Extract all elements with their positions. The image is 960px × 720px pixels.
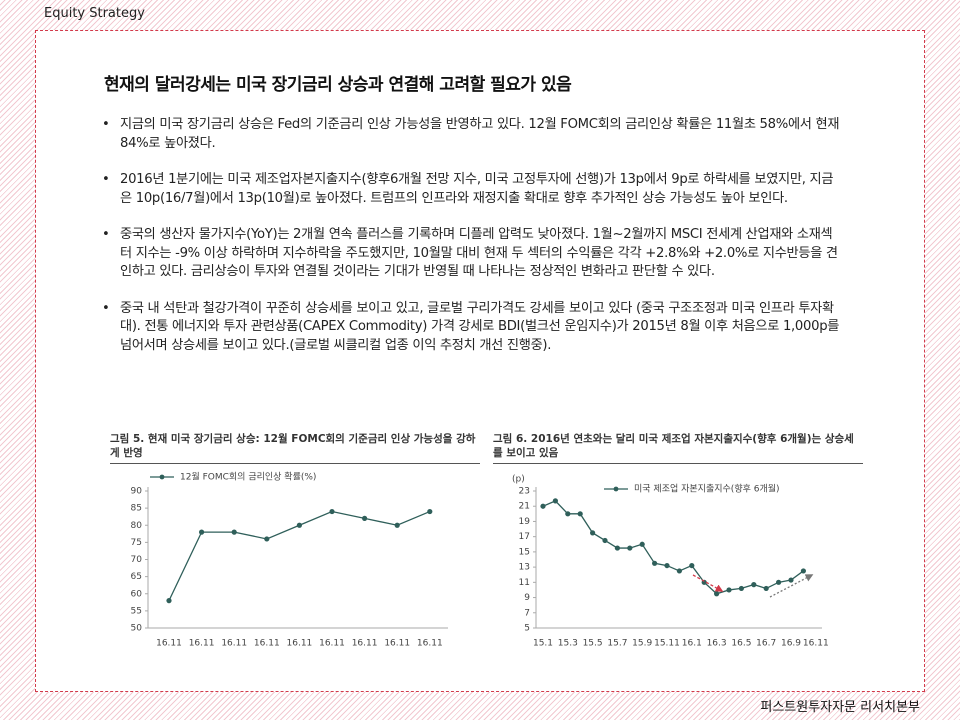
data-point xyxy=(166,598,172,604)
data-point xyxy=(726,587,732,593)
data-line xyxy=(542,500,804,595)
data-point xyxy=(552,498,559,504)
y-tick-label: 19 xyxy=(519,517,531,527)
y-tick-label: 65 xyxy=(131,572,142,582)
y-tick-label: 11 xyxy=(519,578,530,588)
x-tick-label: 15.1 xyxy=(533,639,553,649)
trend-arrow xyxy=(692,574,724,592)
x-tick-label: 15.11 xyxy=(654,639,680,649)
data-point xyxy=(788,577,794,583)
legend-marker xyxy=(613,486,619,492)
x-tick-label: 15.7 xyxy=(607,639,627,649)
y-unit: (p) xyxy=(512,475,525,485)
bullet-list: 지금의 미국 장기금리 상승은 Fed의 기준금리 인상 가능성을 반영하고 있… xyxy=(102,116,844,373)
figure-caption: 그림 5. 현재 미국 장기금리 상승: 12월 FOMC회의 기준금리 인상 … xyxy=(110,432,480,464)
legend-label: 미국 제조업 자본지출지수(향후 6개월) xyxy=(634,483,780,495)
y-tick-label: 15 xyxy=(519,547,530,557)
x-tick-label: 16.7 xyxy=(756,639,776,649)
y-tick-label: 13 xyxy=(519,563,530,573)
data-point xyxy=(664,562,670,569)
data-point xyxy=(362,515,368,522)
x-tick-label: 15.9 xyxy=(632,639,652,649)
data-point xyxy=(329,508,335,515)
data-point xyxy=(751,582,757,588)
bullet: 지금의 미국 장기금리 상승은 Fed의 기준금리 인상 가능성을 반영하고 있… xyxy=(102,116,844,153)
data-point xyxy=(264,536,270,542)
y-tick-label: 90 xyxy=(131,487,143,497)
y-tick-label: 5 xyxy=(524,624,530,634)
data-point xyxy=(776,579,782,585)
data-point xyxy=(714,591,720,597)
data-point xyxy=(639,541,645,547)
x-tick-label: 16.1 xyxy=(682,639,702,649)
data-point xyxy=(652,560,658,566)
x-tick-label: 15.5 xyxy=(583,639,603,649)
data-point xyxy=(199,529,205,535)
y-tick-label: 75 xyxy=(131,538,142,548)
data-point xyxy=(602,537,608,544)
bullet: 중국의 생산자 물가지수(YoY)는 2개월 연속 플러스를 기록하며 디플레 … xyxy=(102,226,844,282)
data-point xyxy=(540,503,546,509)
y-tick-label: 80 xyxy=(131,521,143,531)
y-tick-label: 9 xyxy=(524,593,530,603)
y-tick-label: 23 xyxy=(519,487,530,497)
y-tick-label: 55 xyxy=(131,606,142,616)
x-tick-label: 16.11 xyxy=(156,639,182,649)
bullet: 2016년 1분기에는 미국 제조업자본지출지수(향후6개월 전망 지수, 미국… xyxy=(102,171,844,208)
title: 현재의 달러강세는 미국 장기금리 상승과 연결해 고려할 필요가 있음 xyxy=(104,75,572,95)
y-tick-label: 7 xyxy=(524,608,530,618)
data-point xyxy=(590,530,596,536)
x-tick-label: 16.5 xyxy=(731,639,751,649)
legend-marker xyxy=(159,474,165,480)
data-point xyxy=(231,529,237,535)
y-tick-label: 60 xyxy=(131,589,143,599)
y-tick-label: 70 xyxy=(131,555,143,565)
x-tick-label: 16.11 xyxy=(254,639,280,649)
figure-caption: 그림 6. 2016년 연초와는 달리 미국 제조업 자본지출지수(향후 6개월… xyxy=(493,432,863,464)
y-tick-label: 21 xyxy=(519,502,530,512)
x-tick-label: 16.11 xyxy=(803,639,829,649)
data-point xyxy=(577,511,583,517)
data-point xyxy=(738,585,745,592)
x-tick-label: 16.3 xyxy=(707,639,727,649)
x-tick-label: 16.11 xyxy=(221,639,247,649)
x-tick-label: 16.11 xyxy=(417,639,443,649)
x-tick-label: 16.9 xyxy=(781,639,801,649)
data-point xyxy=(296,522,302,528)
y-tick-label: 85 xyxy=(131,504,142,514)
x-tick-label: 16.11 xyxy=(189,639,215,649)
data-point xyxy=(676,568,683,574)
data-point xyxy=(763,585,769,592)
x-tick-label: 16.11 xyxy=(319,639,345,649)
footer: 퍼스트원투자자문 리서치본부 xyxy=(760,700,920,715)
data-point xyxy=(614,545,621,551)
data-point xyxy=(427,508,433,515)
x-tick-label: 16.11 xyxy=(352,639,378,649)
x-tick-label: 16.11 xyxy=(287,639,313,649)
header: Equity Strategy xyxy=(44,6,145,21)
bullet: 중국 내 석탄과 철강가격이 꾸준히 상승세를 보이고 있고, 글로벌 구리가격… xyxy=(102,300,844,356)
legend-label: 12월 FOMC회의 금리인상 확률(%) xyxy=(180,471,316,483)
data-point xyxy=(565,511,571,517)
y-tick-label: 17 xyxy=(519,532,530,542)
y-tick-label: 50 xyxy=(131,624,143,634)
x-tick-label: 16.11 xyxy=(384,639,410,649)
data-point xyxy=(394,522,400,528)
x-tick-label: 15.3 xyxy=(558,639,578,649)
data-point xyxy=(800,568,807,574)
data-point xyxy=(689,562,695,569)
data-point xyxy=(627,545,633,551)
